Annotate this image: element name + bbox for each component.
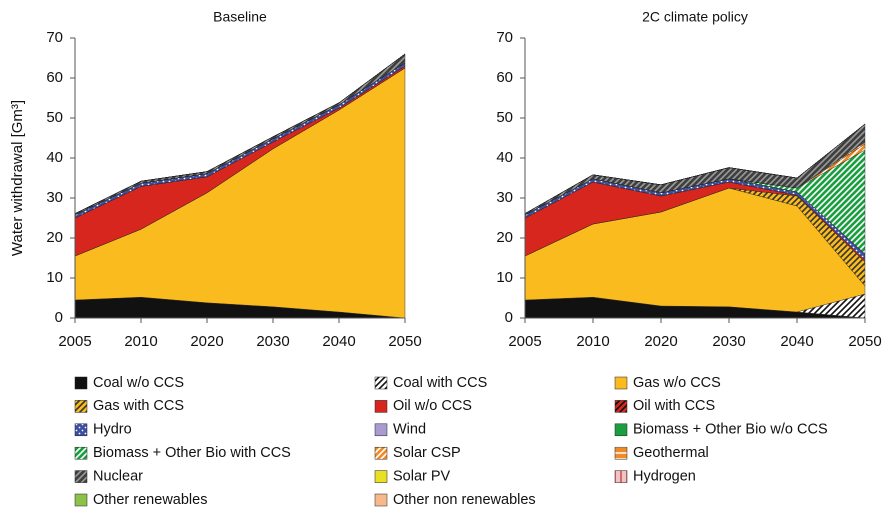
y-tick-label: 40 bbox=[46, 149, 63, 166]
chart-title: 2C climate policy bbox=[642, 9, 748, 25]
legend-label: Nuclear bbox=[93, 468, 143, 484]
legend-swatch bbox=[614, 470, 628, 483]
y-tick-label: 40 bbox=[496, 149, 513, 166]
legend-swatch bbox=[374, 400, 388, 413]
legend-swatch bbox=[74, 446, 88, 460]
legend-swatch bbox=[374, 423, 388, 437]
y-tick-label: 70 bbox=[496, 29, 513, 46]
legend-swatch bbox=[374, 493, 388, 507]
legend-swatch bbox=[614, 376, 628, 390]
chart-title: Baseline bbox=[213, 9, 267, 25]
legend-swatch bbox=[74, 400, 88, 413]
legend-label: Coal w/o CCS bbox=[93, 375, 184, 391]
legend-swatch bbox=[74, 376, 88, 390]
legend-label: Biomass + Other Bio w/o CCS bbox=[633, 422, 828, 438]
x-tick-label: 2010 bbox=[124, 333, 157, 350]
x-tick-label: 2040 bbox=[780, 333, 813, 350]
x-tick-label: 2040 bbox=[322, 333, 355, 350]
y-axis-label: Water withdrawal [Gm³] bbox=[9, 100, 26, 256]
x-tick-label: 2005 bbox=[58, 333, 91, 350]
legend-label: Other renewables bbox=[93, 492, 207, 508]
legend-label: Coal with CCS bbox=[393, 375, 487, 391]
legend-label: Biomass + Other Bio with CCS bbox=[93, 445, 291, 461]
area: Other non renewables bbox=[74, 53, 406, 214]
x-tick-label: 2020 bbox=[644, 333, 677, 350]
x-tick-label: 2030 bbox=[256, 333, 289, 350]
y-tick-label: 60 bbox=[496, 69, 513, 86]
x-tick-label: 2050 bbox=[388, 333, 421, 350]
y-tick-label: 50 bbox=[496, 109, 513, 126]
x-tick-label: 2050 bbox=[848, 333, 881, 350]
legend-label: Solar CSP bbox=[393, 445, 461, 461]
legend-label: Gas with CCS bbox=[93, 398, 184, 414]
legend-swatch bbox=[374, 446, 388, 460]
legend-swatch bbox=[374, 376, 388, 390]
y-tick-label: 20 bbox=[496, 229, 513, 246]
legend-label: Oil with CCS bbox=[633, 398, 715, 414]
legend-swatch bbox=[74, 470, 88, 483]
legend-label: Hydro bbox=[93, 422, 132, 438]
y-tick-label: 30 bbox=[46, 189, 63, 206]
legend-label: Other non renewables bbox=[393, 492, 536, 508]
legend-label: Oil w/o CCS bbox=[393, 398, 472, 414]
y-tick-label: 50 bbox=[46, 109, 63, 126]
y-tick-label: 10 bbox=[496, 269, 513, 286]
x-tick-label: 2020 bbox=[190, 333, 223, 350]
y-tick-label: 0 bbox=[505, 309, 513, 326]
legend-label: Gas w/o CCS bbox=[633, 375, 721, 391]
legend-swatch bbox=[614, 423, 628, 437]
y-tick-label: 10 bbox=[46, 269, 63, 286]
x-tick-label: 2010 bbox=[576, 333, 609, 350]
legend-swatch bbox=[74, 423, 88, 437]
legend-label: Geothermal bbox=[633, 445, 709, 461]
y-tick-label: 20 bbox=[46, 229, 63, 246]
legend-swatch bbox=[374, 470, 388, 483]
y-tick-label: 30 bbox=[496, 189, 513, 206]
legend-label: Hydrogen bbox=[633, 468, 696, 484]
x-tick-label: 2005 bbox=[508, 333, 541, 350]
y-tick-label: 60 bbox=[46, 69, 63, 86]
legend-swatch bbox=[74, 493, 88, 507]
legend-swatch bbox=[614, 446, 628, 460]
legend-label: Solar PV bbox=[393, 468, 451, 484]
legend-swatch bbox=[614, 400, 628, 413]
y-tick-label: 70 bbox=[46, 29, 63, 46]
area: Other non renewables bbox=[524, 123, 866, 214]
x-tick-label: 2030 bbox=[712, 333, 745, 350]
legend-label: Wind bbox=[393, 422, 426, 438]
y-tick-label: 0 bbox=[55, 309, 63, 326]
